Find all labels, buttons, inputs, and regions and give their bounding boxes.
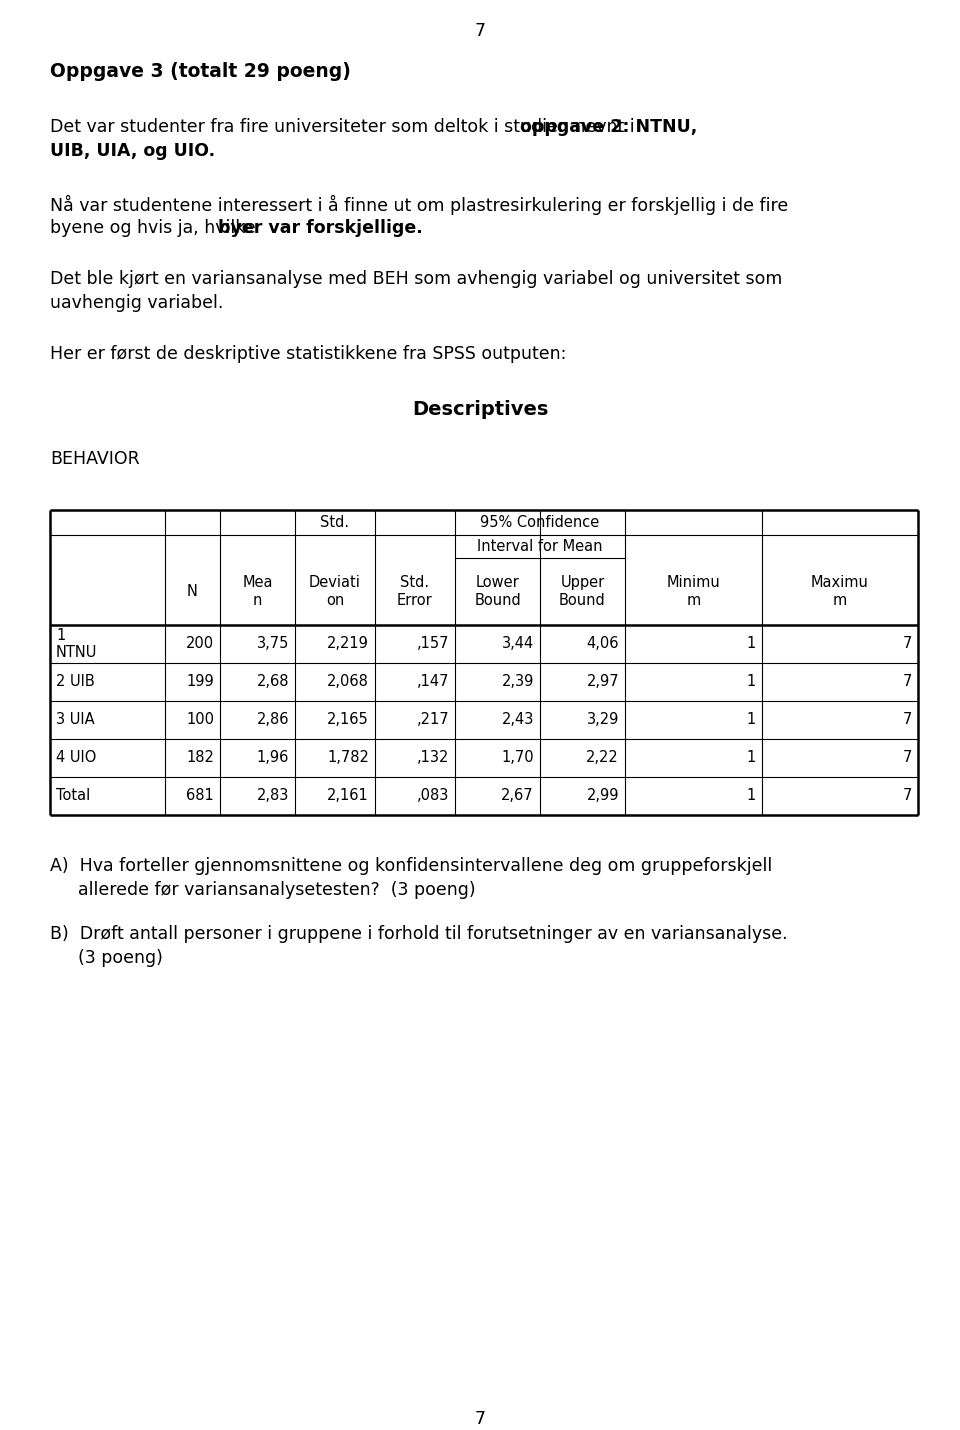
Text: Her er først de deskriptive statistikkene fra SPSS outputen:: Her er først de deskriptive statistikken… <box>50 345 566 363</box>
Text: 7: 7 <box>474 1410 486 1429</box>
Text: ,217: ,217 <box>417 712 449 728</box>
Text: 2,068: 2,068 <box>327 675 369 689</box>
Text: byer var forskjellige.: byer var forskjellige. <box>218 219 422 237</box>
Text: 7: 7 <box>902 751 912 765</box>
Text: Interval for Mean: Interval for Mean <box>477 539 603 553</box>
Text: 2,39: 2,39 <box>502 675 534 689</box>
Text: 1: 1 <box>747 636 756 652</box>
Text: 3,75: 3,75 <box>256 636 289 652</box>
Text: 200: 200 <box>186 636 214 652</box>
Text: 2 UIB: 2 UIB <box>56 675 95 689</box>
Text: 199: 199 <box>186 675 214 689</box>
Text: 1,782: 1,782 <box>327 751 369 765</box>
Text: ,147: ,147 <box>417 675 449 689</box>
Text: 182: 182 <box>186 751 214 765</box>
Text: allerede før variansanalysetesten?  (3 poeng): allerede før variansanalysetesten? (3 po… <box>78 881 475 899</box>
Text: Det var studenter fra fire universiteter som deltok i studien nevnt i: Det var studenter fra fire universiteter… <box>50 119 640 136</box>
Text: ,132: ,132 <box>417 751 449 765</box>
Text: 2,86: 2,86 <box>256 712 289 728</box>
Text: oppgave 2: NTNU,: oppgave 2: NTNU, <box>520 119 698 136</box>
Text: UIB, UIA, og UIO.: UIB, UIA, og UIO. <box>50 142 215 160</box>
Text: NTNU: NTNU <box>56 645 97 659</box>
Text: Deviati
on: Deviati on <box>309 575 361 608</box>
Text: Descriptives: Descriptives <box>412 400 548 419</box>
Text: 2,161: 2,161 <box>327 788 369 804</box>
Text: 7: 7 <box>902 675 912 689</box>
Text: N: N <box>187 583 198 599</box>
Text: 2,43: 2,43 <box>502 712 534 728</box>
Text: A)  Hva forteller gjennomsnittene og konfidensintervallene deg om gruppeforskjel: A) Hva forteller gjennomsnittene og konf… <box>50 857 772 875</box>
Text: 3,44: 3,44 <box>502 636 534 652</box>
Text: 2,67: 2,67 <box>501 788 534 804</box>
Text: (3 poeng): (3 poeng) <box>78 950 163 967</box>
Text: 7: 7 <box>902 788 912 804</box>
Text: 100: 100 <box>186 712 214 728</box>
Text: 4 UIO: 4 UIO <box>56 751 96 765</box>
Text: Minimu
m: Minimu m <box>666 575 720 608</box>
Text: 2,219: 2,219 <box>327 636 369 652</box>
Text: 2,97: 2,97 <box>587 675 619 689</box>
Text: ,083: ,083 <box>417 788 449 804</box>
Text: Nå var studentene interessert i å finne ut om plastresirkulering er forskjellig : Nå var studentene interessert i å finne … <box>50 194 788 214</box>
Text: 1,70: 1,70 <box>501 751 534 765</box>
Text: Lower
Bound: Lower Bound <box>474 575 521 608</box>
Text: B)  Drøft antall personer i gruppene i forhold til forutsetninger av en variansa: B) Drøft antall personer i gruppene i fo… <box>50 925 787 942</box>
Text: Maximu
m: Maximu m <box>811 575 869 608</box>
Text: Oppgave 3 (totalt 29 poeng): Oppgave 3 (totalt 29 poeng) <box>50 61 350 82</box>
Text: 1: 1 <box>747 751 756 765</box>
Text: byene og hvis ja, hvilke: byene og hvis ja, hvilke <box>50 219 261 237</box>
Text: Upper
Bound: Upper Bound <box>559 575 606 608</box>
Text: Total: Total <box>56 788 90 804</box>
Text: 1: 1 <box>747 788 756 804</box>
Text: Det ble kjørt en variansanalyse med BEH som avhengig variabel og universitet som: Det ble kjørt en variansanalyse med BEH … <box>50 270 782 287</box>
Text: 2,68: 2,68 <box>256 675 289 689</box>
Text: 1: 1 <box>747 675 756 689</box>
Text: 3,29: 3,29 <box>587 712 619 728</box>
Text: 2,22: 2,22 <box>587 751 619 765</box>
Text: 2,83: 2,83 <box>256 788 289 804</box>
Text: 1: 1 <box>56 628 65 644</box>
Text: uavhengig variabel.: uavhengig variabel. <box>50 295 224 312</box>
Text: 3 UIA: 3 UIA <box>56 712 95 728</box>
Text: 7: 7 <box>902 636 912 652</box>
Text: 2,165: 2,165 <box>327 712 369 728</box>
Text: Mea
n: Mea n <box>242 575 273 608</box>
Text: 681: 681 <box>186 788 214 804</box>
Text: ,157: ,157 <box>417 636 449 652</box>
Text: Std.
Error: Std. Error <box>397 575 433 608</box>
Text: 7: 7 <box>474 21 486 40</box>
Text: 1,96: 1,96 <box>256 751 289 765</box>
Text: 95% Confidence: 95% Confidence <box>480 515 600 531</box>
Text: 2,99: 2,99 <box>587 788 619 804</box>
Text: 7: 7 <box>902 712 912 728</box>
Text: Std.: Std. <box>321 515 349 531</box>
Text: BEHAVIOR: BEHAVIOR <box>50 450 140 468</box>
Text: 4,06: 4,06 <box>587 636 619 652</box>
Text: 1: 1 <box>747 712 756 728</box>
